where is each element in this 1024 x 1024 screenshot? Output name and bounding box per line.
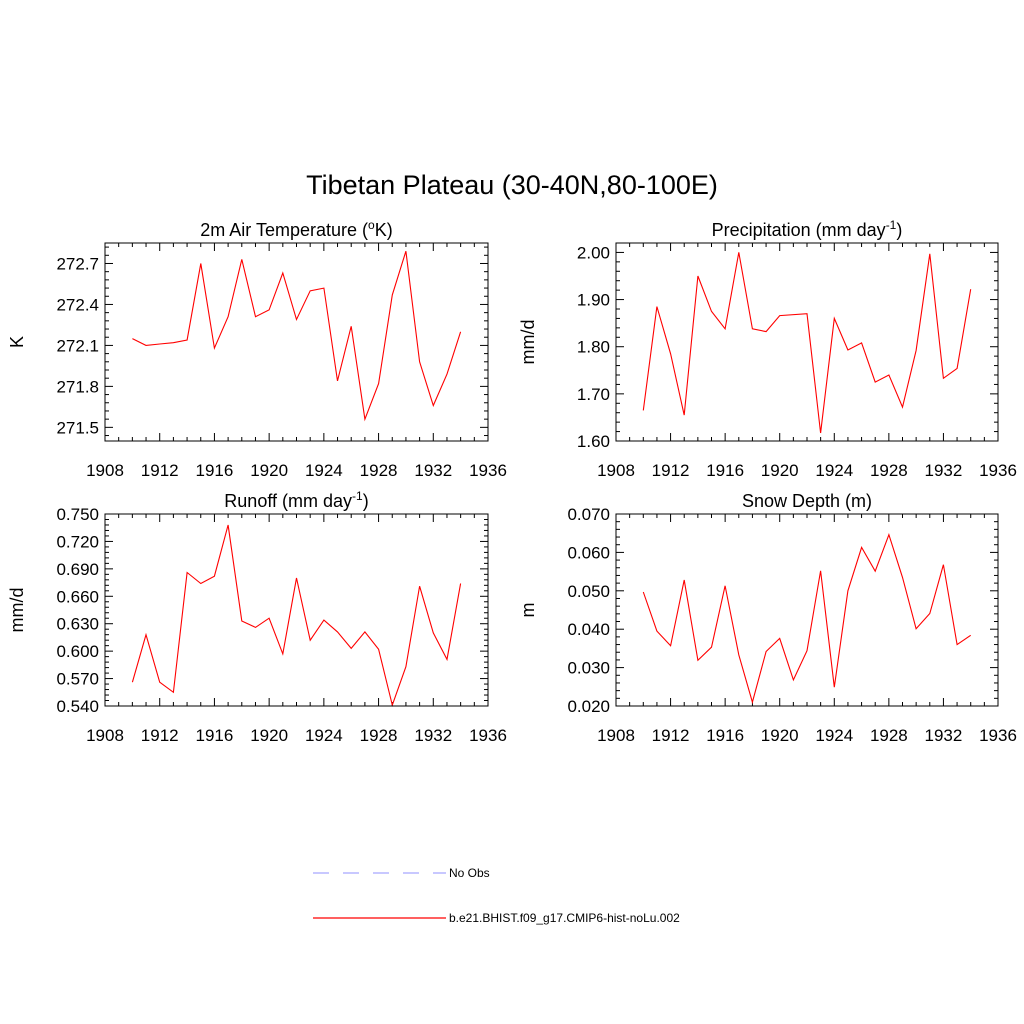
x-tick-label: 1916 — [196, 461, 234, 480]
plot-frame-temperature — [104, 242, 489, 442]
y-tick-label: 0.660 — [56, 587, 99, 606]
legend-label: No Obs — [449, 866, 490, 880]
x-tick-label: 1908 — [86, 726, 124, 745]
y-tick-label: 0.030 — [567, 659, 610, 678]
panel-runoff: Runoff (mm day-1) mm/d 1908 1912 1916 1920 192… — [7, 489, 507, 745]
x-tick-label: 1936 — [469, 461, 507, 480]
x-tick-label: 1912 — [652, 461, 690, 480]
y-tick-label: 272.4 — [56, 295, 99, 314]
x-tick-label: 1932 — [414, 461, 452, 480]
x-tick-label: 1924 — [305, 726, 343, 745]
x-tick-label: 1912 — [652, 726, 690, 745]
x-tick-label: 1920 — [250, 726, 288, 745]
x-tick-label: 1924 — [815, 461, 853, 480]
y-tick-label: 1.70 — [577, 385, 610, 404]
y-tick-label: 2.00 — [577, 243, 610, 262]
x-tick-label: 1924 — [305, 461, 343, 480]
y-tick-label: 1.80 — [577, 338, 610, 357]
x-tick-label: 1916 — [706, 726, 744, 745]
plot-frame-snow-depth — [615, 513, 999, 707]
figure-title: Tibetan Plateau (30-40N,80-100E) — [306, 170, 718, 200]
x-tick-label: 1936 — [979, 461, 1017, 480]
y-tick-label: 0.060 — [567, 543, 610, 562]
x-tick-label: 1920 — [250, 461, 288, 480]
y-axis-label-runoff: mm/d — [7, 588, 27, 633]
y-tick-label: 0.600 — [56, 642, 99, 661]
x-tick-label: 1936 — [469, 726, 507, 745]
x-tick-label: 1908 — [597, 461, 635, 480]
series-line-snow-depth — [642, 533, 972, 705]
x-tick-label: 1908 — [86, 461, 124, 480]
y-tick-label: 272.7 — [56, 254, 99, 273]
x-tick-label: 1912 — [141, 726, 179, 745]
x-tick-label: 1920 — [761, 461, 799, 480]
series-line-precipitation — [642, 252, 972, 434]
y-tick-label: 0.690 — [56, 560, 99, 579]
panel-title-snow-depth: Snow Depth (m) — [742, 491, 872, 511]
y-axis-label-precipitation: mm/d — [518, 320, 538, 365]
panel-title-runoff: Runoff (mm day-1) — [224, 489, 368, 511]
y-tick-label: 272.1 — [56, 336, 99, 355]
x-tick-label: 1936 — [979, 726, 1017, 745]
x-tick-label: 1928 — [870, 461, 908, 480]
y-tick-label: 271.8 — [56, 377, 99, 396]
y-tick-label: 0.630 — [56, 615, 99, 634]
plot-frame-runoff — [104, 513, 489, 707]
panels: 2m Air Temperature (oK) K 1908 1912 1916 1920… — [7, 218, 1017, 745]
x-tick-label: 1908 — [597, 726, 635, 745]
y-tick-label: 0.020 — [567, 697, 610, 716]
x-tick-label: 1924 — [815, 726, 853, 745]
x-tick-label: 1932 — [925, 726, 963, 745]
y-tick-label: 0.050 — [567, 582, 610, 601]
x-tick-label: 1928 — [870, 726, 908, 745]
x-tick-label: 1920 — [761, 726, 799, 745]
y-axis-label-snow-depth: m — [518, 603, 538, 618]
y-tick-label: 0.720 — [56, 532, 99, 551]
panel-temperature: 2m Air Temperature (oK) K 1908 1912 1916 1920… — [7, 218, 507, 480]
legend-label: b.e21.BHIST.f09_g17.CMIP6-hist-noLu.002 — [449, 911, 680, 925]
panel-precipitation: Precipitation (mm day-1) mm/d 1908 1912 1916… — [518, 218, 1017, 480]
x-tick-label: 1932 — [414, 726, 452, 745]
x-tick-label: 1916 — [706, 461, 744, 480]
y-tick-label: 1.90 — [577, 291, 610, 310]
panel-snow-depth: Snow Depth (m) m 1908 1912 1916 1920 1924 1928 1… — [518, 491, 1017, 745]
x-tick-label: 1916 — [196, 726, 234, 745]
y-tick-label: 1.60 — [577, 432, 610, 451]
x-tick-label: 1928 — [360, 726, 398, 745]
y-axis-label-temperature: K — [7, 336, 27, 348]
panel-title-temperature: 2m Air Temperature (oK) — [200, 218, 392, 240]
y-tick-label: 271.5 — [56, 418, 99, 437]
x-tick-label: 1912 — [141, 461, 179, 480]
series-line-temperature — [132, 251, 462, 422]
plot-frame-precipitation — [615, 242, 999, 442]
legend: No Obs b.e21.BHIST.f09_g17.CMIP6-hist-noL… — [313, 866, 680, 925]
x-tick-label: 1928 — [360, 461, 398, 480]
y-tick-label: 0.540 — [56, 697, 99, 716]
series-line-runoff — [131, 524, 462, 708]
panel-title-precipitation: Precipitation (mm day-1) — [712, 218, 903, 240]
y-tick-label: 0.070 — [567, 505, 610, 524]
x-tick-label: 1932 — [925, 461, 963, 480]
y-tick-label: 0.750 — [56, 505, 99, 524]
y-tick-label: 0.570 — [56, 670, 99, 689]
y-tick-label: 0.040 — [567, 620, 610, 639]
